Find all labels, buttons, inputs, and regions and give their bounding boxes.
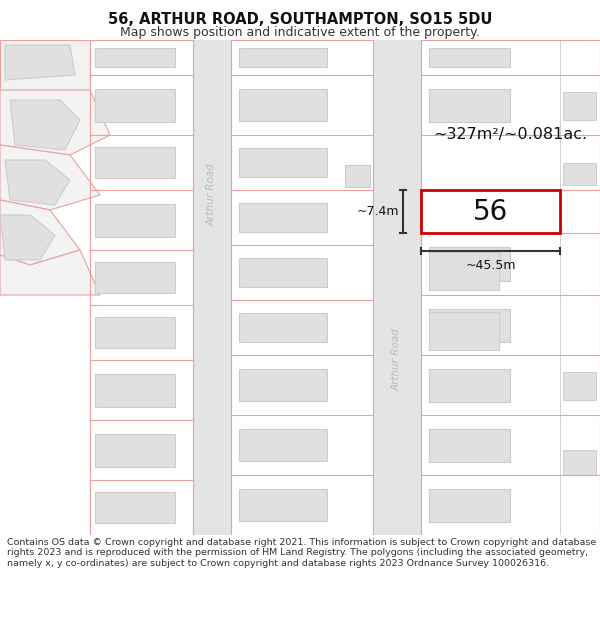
Bar [95,262,175,292]
Polygon shape [0,145,100,210]
Bar [563,450,596,475]
Bar [95,89,175,121]
Bar [429,48,509,67]
Bar [239,429,327,461]
Text: ~45.5m: ~45.5m [465,259,516,272]
Bar [95,318,175,348]
Bar [239,489,327,521]
Bar [429,312,499,350]
Polygon shape [5,160,70,205]
Bar [239,313,327,342]
Text: ~327m²/~0.081ac.: ~327m²/~0.081ac. [433,127,587,142]
Bar [429,252,499,290]
Bar [239,369,327,401]
Bar [345,165,370,187]
Polygon shape [0,215,55,260]
Polygon shape [0,40,90,90]
Bar [429,309,509,341]
Bar [563,372,596,400]
Bar [429,369,509,401]
Bar [239,48,327,67]
Text: 56: 56 [473,198,508,226]
Text: Map shows position and indicative extent of the property.: Map shows position and indicative extent… [120,26,480,39]
Polygon shape [5,45,75,80]
Bar [421,190,560,233]
Bar [239,258,327,287]
Text: Arthur Road: Arthur Road [207,164,217,226]
Polygon shape [0,90,110,155]
Bar [239,148,327,177]
Polygon shape [0,250,100,295]
Polygon shape [10,100,80,150]
Bar [563,163,596,185]
Bar [95,434,175,466]
Bar [429,489,509,521]
Text: 56, ARTHUR ROAD, SOUTHAMPTON, SO15 5DU: 56, ARTHUR ROAD, SOUTHAMPTON, SO15 5DU [108,12,492,27]
Bar [193,40,231,535]
Bar [239,203,327,232]
Bar [95,374,175,406]
Bar [429,429,509,461]
Bar [95,48,175,67]
Text: ~7.4m: ~7.4m [356,205,399,218]
Polygon shape [0,200,80,265]
Bar [95,204,175,236]
Bar [429,89,509,121]
Text: Contains OS data © Crown copyright and database right 2021. This information is : Contains OS data © Crown copyright and d… [7,538,596,568]
Bar [563,92,596,120]
Bar [95,148,175,178]
Bar [373,40,421,535]
Bar [239,89,327,121]
Text: Arthur Road: Arthur Road [392,329,402,391]
Bar [429,247,509,281]
Bar [95,492,175,522]
